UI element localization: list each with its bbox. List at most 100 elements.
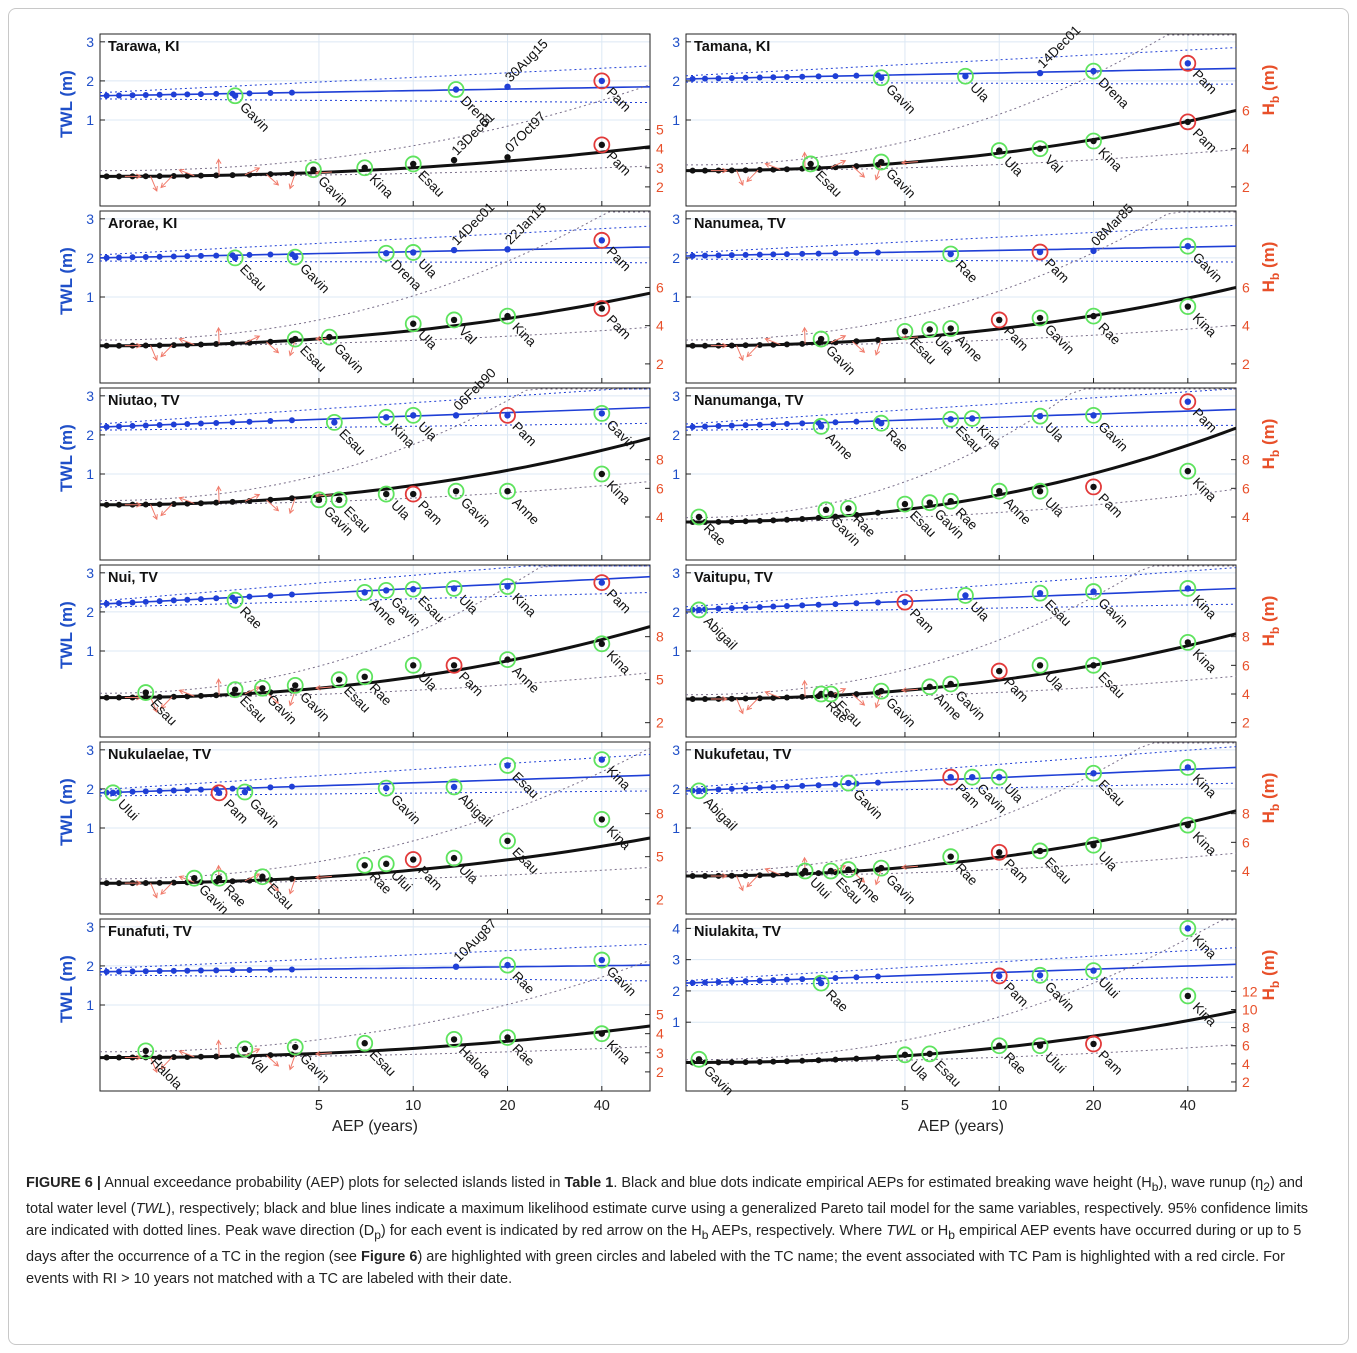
twl-tick-label: 3 [86,919,94,935]
wave-direction-arrow [266,173,279,186]
event-tc-label: Kina [1190,932,1220,962]
twl-point [170,967,177,974]
event-tc-label: Pam [907,606,937,636]
tc-highlight-circle [236,783,254,801]
wave-direction-arrow [852,165,865,178]
tc-highlight-circle [254,868,271,886]
tc-highlight-circle [1031,140,1049,158]
twl-event-point [962,73,969,80]
twl-point [197,91,204,98]
wave-direction-arrowhead [801,151,808,158]
hb-point [702,167,709,174]
wave-direction-arrowhead [273,885,280,892]
caption-figure-ref[interactable]: Figure 6 [361,1248,418,1265]
twl-point [815,73,822,80]
tc-highlight-circle [957,67,974,85]
hb-axis-label: Hb (m) [1259,242,1282,293]
caption-text: empirical AEP events have occurred durin… [26,1222,1302,1265]
wave-direction-arrowhead [273,1061,280,1067]
hb-point [853,1055,860,1062]
twl-event-point [996,773,1003,781]
twl-tick-label: 1 [86,643,94,659]
hb-axis-label-unit: (m) [1259,242,1278,273]
hb-event-point [292,1043,299,1051]
wave-direction-arrowhead [215,678,222,684]
hb-ci-lower [686,1044,1237,1063]
pam-highlight-circle [1085,1035,1102,1053]
event-tc-label: Gavin [883,81,919,117]
hb-axis-label-sub: b [1268,450,1282,457]
tc-highlight-circle [1085,764,1102,782]
event-tc-label: Rae [953,860,981,888]
twl-point [213,967,220,974]
hb-fit-line [100,291,651,348]
twl-point [715,978,722,985]
twl-tick-label: 3 [672,388,680,404]
wave-direction-arrow [875,164,882,180]
tc-highlight-circle [185,869,203,887]
hb-event-point [361,164,368,171]
panel-title: Niutao, TV [108,393,180,409]
event-tc-label: Kina [604,478,634,508]
wave-direction-arrowhead [273,505,280,512]
hb-point [874,509,881,516]
pam-highlight-circle [404,485,422,503]
twl-tick-label: 1 [672,820,680,836]
event-tc-label: Esau [148,696,180,728]
wave-direction-arrowhead [273,698,280,704]
hb-fit-line [686,108,1237,173]
pam-highlight-circle [1085,478,1102,496]
event-tc-label: Gavin [1095,595,1131,631]
hb-tick-label: 8 [1242,629,1250,645]
hb-tick-label: 2 [1242,715,1250,731]
panel-funafuti-tv: Funafuti, TV 1 2 3 2 3 4 5 5 10 20 40 TWL (m) AEP (ye… [57,916,664,1135]
twl-point [770,251,777,258]
tc-highlight-circle [321,328,338,346]
wave-direction-arrowhead [254,335,261,341]
twl-point [129,599,136,606]
event-tc-label: Val [1042,152,1066,176]
twl-axis-label: TWL (m) [57,424,76,492]
wave-direction-arrow [852,341,865,353]
hb-point [116,342,123,349]
hb-point [229,340,236,347]
hb-axis-label-unit: (m) [1259,419,1278,450]
wave-direction-arrowhead [746,881,752,888]
caption-text: ), wave runup (η [1158,1175,1264,1191]
wave-direction-arrowhead [764,690,771,697]
wave-direction-arrowhead [152,892,158,899]
tc-highlight-circle [226,249,244,267]
twl-event-point [450,585,458,592]
twl-point [799,976,806,983]
twl-point [756,604,763,611]
hb-event-point [383,490,390,498]
caption-text: AEPs, respectively. Where [708,1222,887,1239]
event-tc-label: Pam [953,781,983,811]
hb-point [213,341,220,348]
twl-point [799,782,806,789]
caption-table-ref[interactable]: Table 1 [564,1175,614,1191]
event-tc-label: Halola [456,1043,494,1081]
wave-direction-arrowhead [314,335,321,342]
twl-event-point [1090,247,1097,255]
twl-point [853,974,860,981]
hb-event-point [695,513,703,521]
panel-title: Nanumea, TV [694,216,786,232]
event-tc-label: Rae [883,427,911,455]
twl-event-point [504,83,511,90]
twl-point [197,252,204,259]
twl-ci-lower [685,976,1237,987]
tc-highlight-circle [872,682,890,700]
tc-highlight-circle [325,413,343,431]
tc-highlight-circle [404,406,422,424]
hb-event-point [191,874,198,882]
twl-ci-upper [685,567,1237,608]
hb-event-point [450,316,458,324]
hb-ci-upper [100,388,650,501]
twl-point [853,600,860,607]
hb-point [142,173,149,180]
tc-highlight-circle [1179,580,1197,597]
tc-highlight-circle [593,465,611,483]
pam-highlight-circle [1179,393,1197,411]
tc-highlight-circle [1085,962,1102,979]
